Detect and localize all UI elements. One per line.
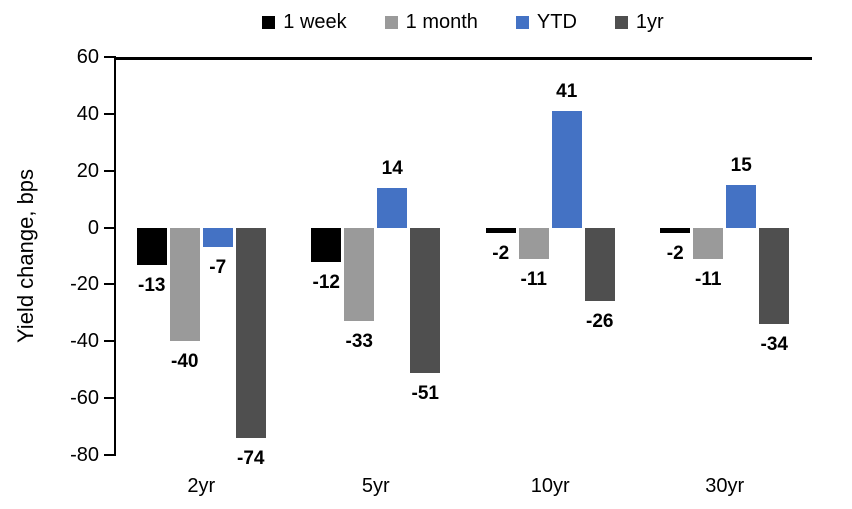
bar-1-month-5yr xyxy=(344,227,375,322)
legend-label: 1yr xyxy=(635,11,664,33)
legend-item-1-month: 1 month xyxy=(384,9,478,35)
bar-1-month-30yr xyxy=(693,227,724,259)
data-label-1-month-5yr: -33 xyxy=(345,331,373,353)
legend-item-1-week: 1 week xyxy=(262,9,347,35)
data-label-1-week-2yr: -13 xyxy=(138,274,166,296)
bar-1-week-30yr xyxy=(660,227,691,234)
data-label-1-month-10yr: -11 xyxy=(520,268,547,290)
data-label-1-week-10yr: -2 xyxy=(492,243,510,265)
y-axis-tick-label: 40 xyxy=(76,102,99,125)
legend-swatch-icon xyxy=(515,15,529,29)
data-label-1-month-30yr: -11 xyxy=(695,268,722,290)
legend-item-1yr: 1yr xyxy=(614,9,664,35)
data-label-1yr-5yr: -51 xyxy=(411,382,439,404)
y-axis-tick xyxy=(104,454,116,456)
data-label-1-month-2yr: -40 xyxy=(171,351,199,373)
y-axis-tick xyxy=(104,169,116,172)
bar-1yr-5yr xyxy=(410,227,441,373)
data-label-ytd-2yr: -7 xyxy=(209,257,227,279)
bar-1-month-10yr xyxy=(518,227,549,259)
bar-ytd-30yr xyxy=(726,184,757,228)
x-axis-category-label-2yr: 2yr xyxy=(187,475,216,497)
y-axis-tick-label: 60 xyxy=(76,46,99,68)
y-axis-tick-label: -40 xyxy=(70,330,99,353)
bar-ytd-5yr xyxy=(377,187,408,228)
bar-1yr-30yr xyxy=(759,227,790,325)
y-axis-title-text: Yield change, bps xyxy=(13,168,38,344)
x-axis-category-label-30yr: 30yr xyxy=(705,475,745,497)
x-axis-zero-line xyxy=(114,57,812,60)
y-axis-tick-label: -20 xyxy=(70,273,99,296)
x-axis-category-label-5yr: 5yr xyxy=(361,475,390,497)
data-label-1yr-10yr: -26 xyxy=(586,311,614,333)
bar-1-week-5yr xyxy=(311,227,342,262)
y-axis-tick xyxy=(104,283,116,286)
bar-1yr-2yr xyxy=(235,227,266,438)
y-axis-tick xyxy=(104,340,116,343)
data-label-ytd-5yr: 14 xyxy=(381,157,403,179)
data-label-1-week-5yr: -12 xyxy=(312,271,340,293)
data-label-1yr-2yr: -74 xyxy=(237,447,265,469)
chart-legend: 1 week 1 month YTD 1yr xyxy=(114,8,812,36)
legend-item-ytd: YTD xyxy=(515,9,577,35)
bar-1-month-2yr xyxy=(169,227,200,342)
legend-swatch-icon xyxy=(614,15,628,29)
y-axis-tick xyxy=(104,56,116,58)
legend-swatch-icon xyxy=(262,15,276,29)
data-label-ytd-10yr: 41 xyxy=(556,81,578,102)
y-axis-tick xyxy=(104,226,116,229)
y-axis-tick-label: 20 xyxy=(76,159,99,182)
y-axis-tick-label: -60 xyxy=(70,387,99,410)
y-axis-tick-label: -80 xyxy=(70,444,99,466)
bar-1yr-10yr xyxy=(584,227,615,302)
y-axis-tick-label: 0 xyxy=(87,216,99,239)
legend-label: 1 week xyxy=(283,11,347,33)
y-axis-line xyxy=(114,57,116,455)
plot-area xyxy=(104,56,812,456)
legend-swatch-icon xyxy=(384,15,398,29)
y-axis-tick xyxy=(104,397,116,400)
bar-ytd-10yr xyxy=(551,111,582,228)
bar-1-week-2yr xyxy=(136,227,167,265)
data-label-ytd-30yr: 15 xyxy=(730,154,752,176)
y-axis-tick xyxy=(104,112,116,115)
bar-ytd-2yr xyxy=(202,227,233,248)
data-label-1-week-30yr: -2 xyxy=(666,243,684,265)
legend-label: YTD xyxy=(536,11,577,33)
legend-label: 1 month xyxy=(405,11,478,33)
x-axis-category-label-10yr: 10yr xyxy=(530,475,570,497)
data-label-1yr-30yr: -34 xyxy=(760,334,788,356)
bar-1-week-10yr xyxy=(485,227,516,234)
